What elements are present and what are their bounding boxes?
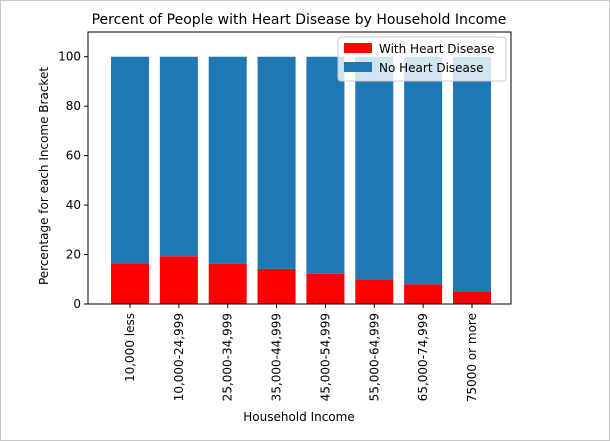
legend-label-no-heart-disease: No Heart Disease — [379, 61, 484, 75]
x-tick-label: 35,000-44,999 — [270, 313, 284, 401]
bar-no-heart-disease-75000-or-more — [453, 56, 491, 292]
bar-with-heart-disease-75000-or-more — [453, 291, 491, 304]
bar-with-heart-disease-35-000-44-999 — [257, 268, 296, 304]
chart-title: Percent of People with Heart Disease by … — [92, 12, 507, 28]
x-tick-label: 45,000-54,999 — [318, 313, 332, 401]
legend-box — [337, 36, 507, 82]
bar-no-heart-disease-65-000-74-999 — [404, 56, 443, 285]
legend-swatch-no-heart-disease — [344, 62, 372, 72]
y-tick-label: 0 — [73, 297, 81, 311]
bar-no-heart-disease-10-000-less — [111, 56, 149, 264]
bar-with-heart-disease-10-000-less — [111, 263, 149, 304]
y-tick-label: 80 — [66, 99, 81, 113]
y-tick-label: 100 — [58, 50, 81, 64]
y-tick-label: 40 — [66, 198, 81, 212]
bar-with-heart-disease-25-000-34-999 — [208, 263, 247, 304]
legend: With Heart Disease No Heart Disease — [337, 36, 507, 82]
bar-no-heart-disease-35-000-44-999 — [257, 56, 296, 269]
x-tick-label: 25,000-34,999 — [221, 313, 235, 401]
bar-no-heart-disease-55-000-64-999 — [355, 56, 394, 280]
x-tick-label: 75000 or more — [465, 313, 479, 402]
y-axis: 0 20 40 60 80 100 — [58, 50, 88, 311]
x-axis: 10,000 less 10,000-24,999 25,000-34,999 35,… — [123, 304, 479, 402]
bar-no-heart-disease-25-000-34-999 — [208, 56, 247, 264]
bars-group — [111, 56, 491, 304]
x-axis-label: Household Income — [243, 410, 354, 424]
y-tick-label: 20 — [66, 248, 81, 262]
x-tick-label: 65,000-74,999 — [416, 313, 430, 401]
plot-area-frame — [87, 31, 512, 305]
y-axis-label: Percentage for each Income Bracket — [37, 67, 51, 285]
bar-with-heart-disease-45-000-54-999 — [306, 273, 345, 304]
x-tick-label: 10,000-24,999 — [172, 313, 186, 401]
bar-no-heart-disease-10-000-24-999 — [159, 56, 198, 257]
bar-with-heart-disease-65-000-74-999 — [404, 284, 443, 304]
bar-with-heart-disease-10-000-24-999 — [159, 256, 198, 304]
y-tick-label: 60 — [66, 149, 81, 163]
x-tick-label: 55,000-64,999 — [367, 313, 381, 401]
bar-no-heart-disease-45-000-54-999 — [306, 56, 345, 274]
x-tick-label: 10,000 less — [123, 313, 137, 382]
legend-swatch-with-heart-disease — [344, 43, 372, 53]
bar-with-heart-disease-55-000-64-999 — [355, 279, 394, 304]
legend-label-with-heart-disease: With Heart Disease — [379, 42, 494, 56]
